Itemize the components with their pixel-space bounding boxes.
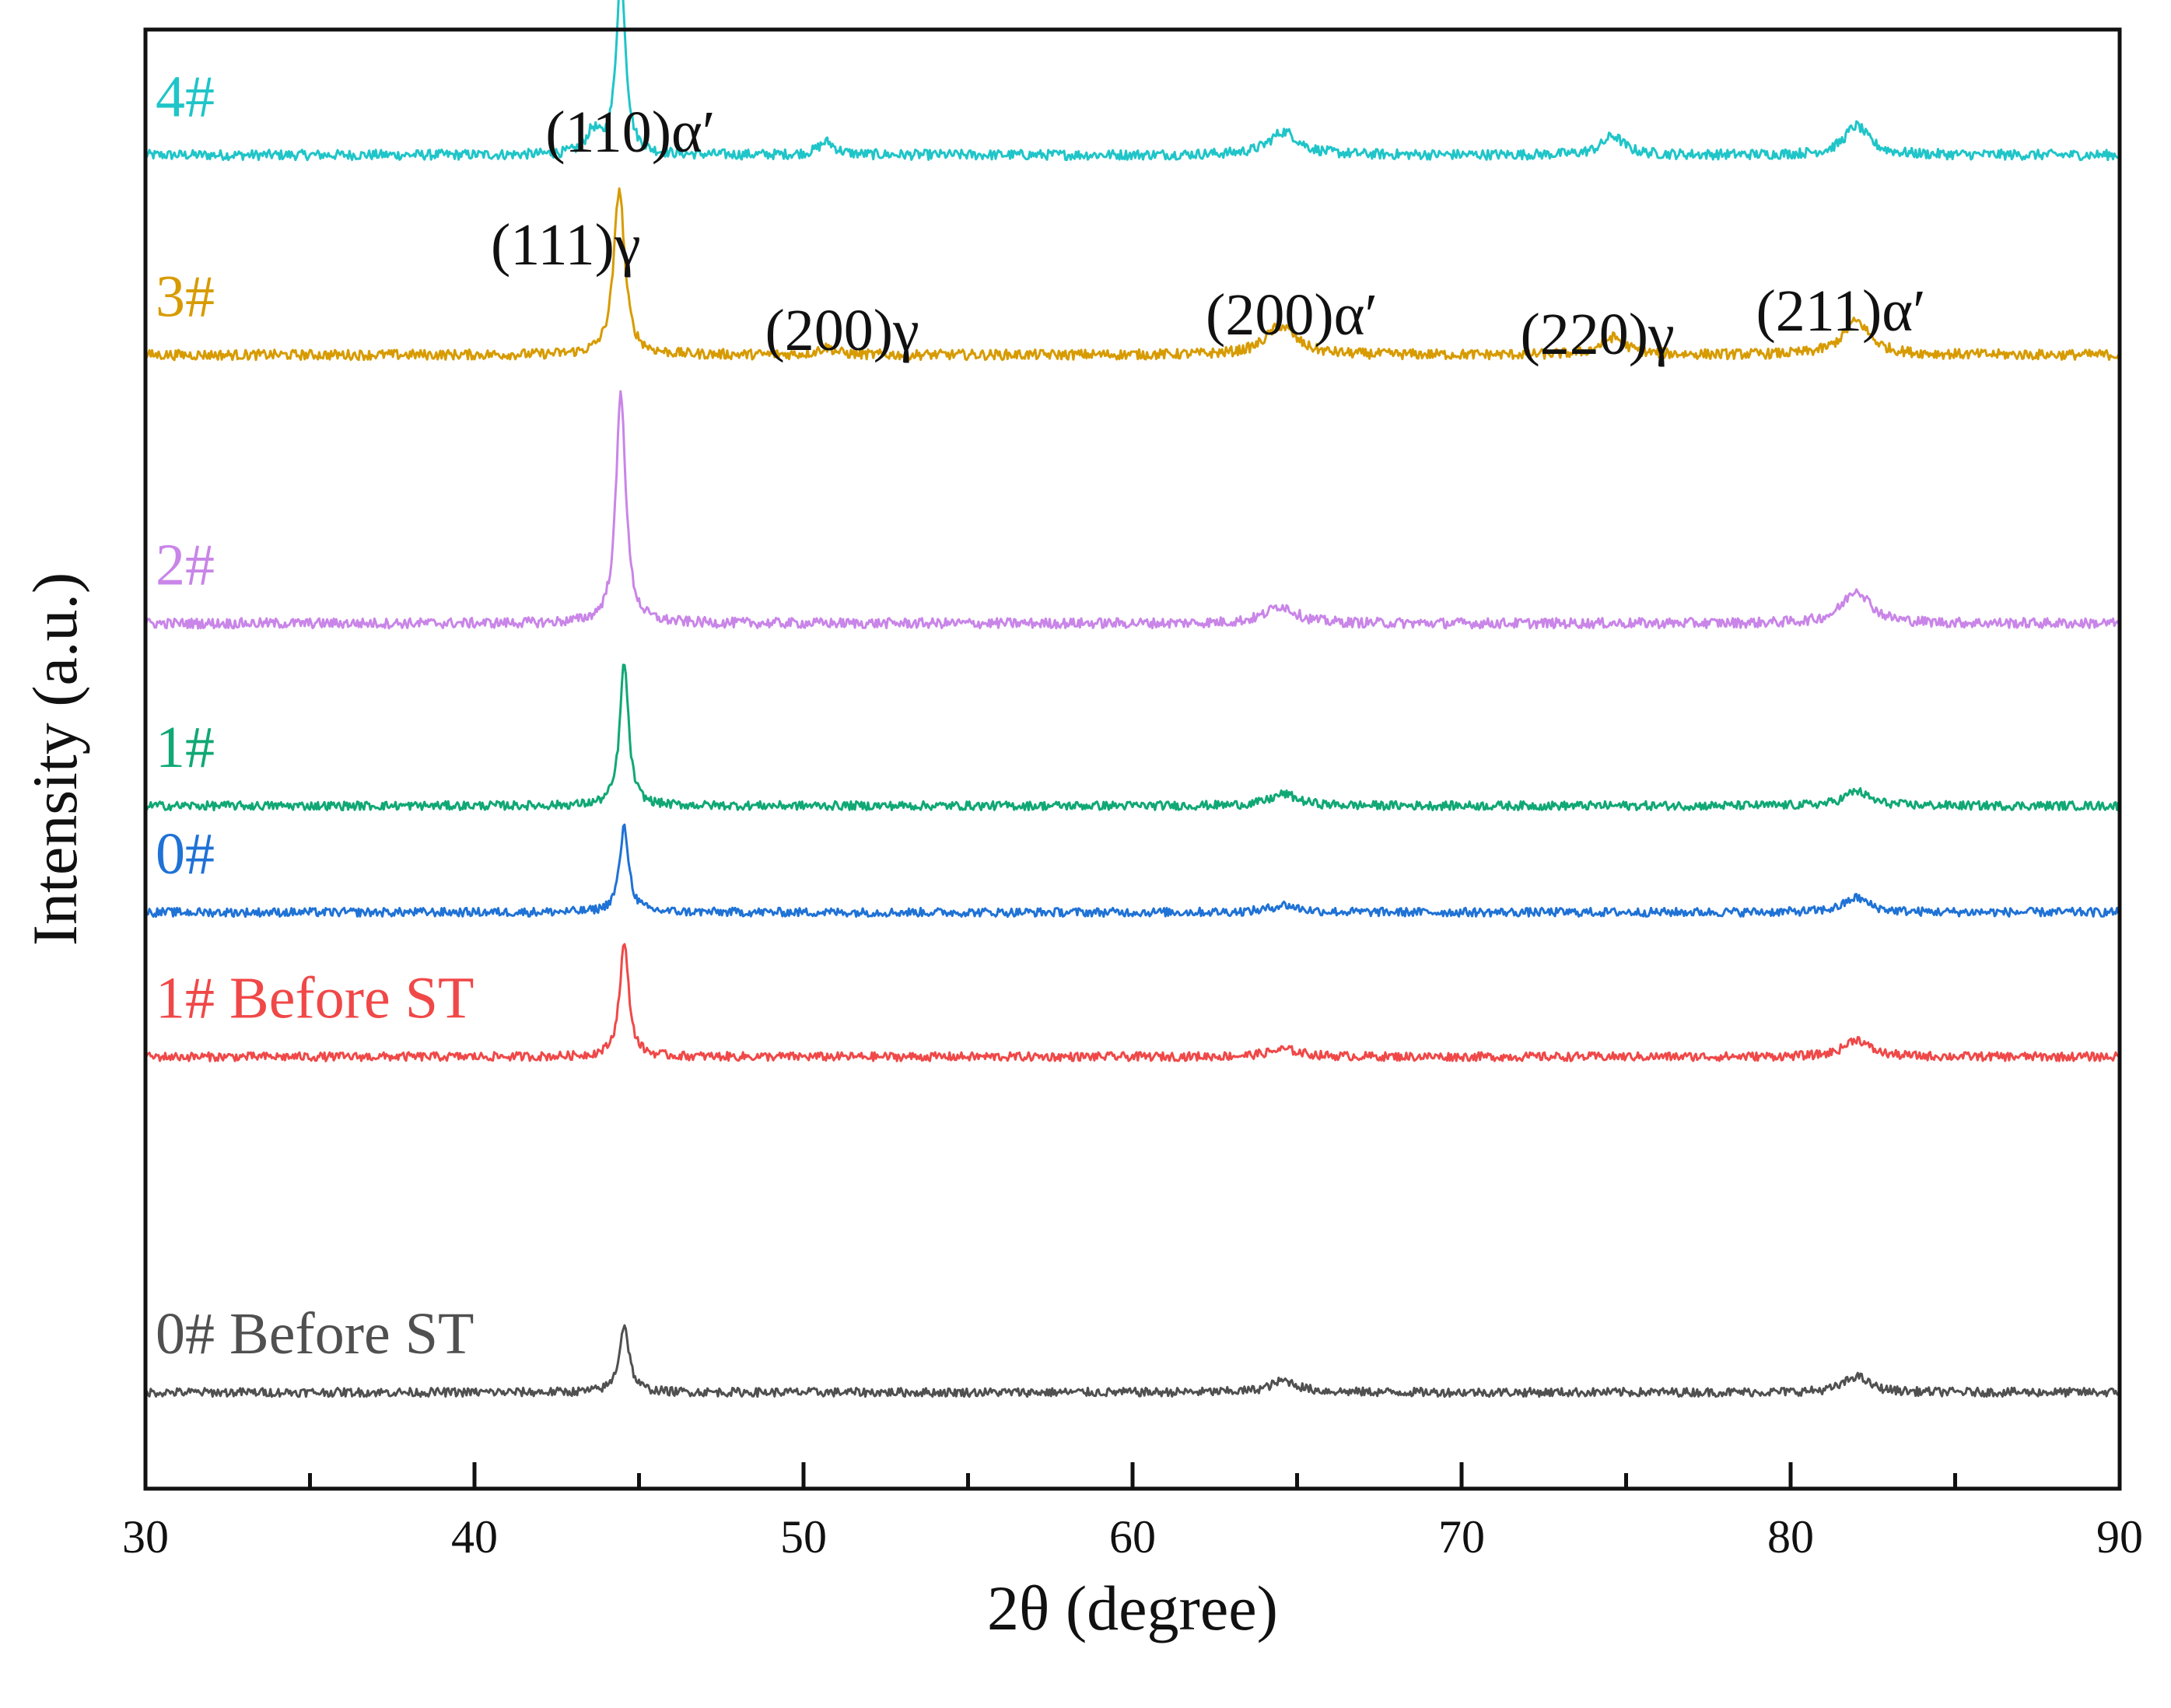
- peak-label-2: (200)γ: [765, 298, 919, 363]
- series-label-6: 0# Before ST: [156, 1301, 474, 1367]
- trace-2: [144, 390, 2121, 630]
- series-label-5: 1# Before ST: [156, 966, 474, 1031]
- x-axis-tick-labels: 30 40 50 60 70 80 90: [122, 1511, 2143, 1563]
- x-axis-ticks: [143, 1462, 2122, 1489]
- x-tick-label-50: 50: [780, 1511, 827, 1563]
- trace-4: [144, 823, 2121, 918]
- x-tick-label-30: 30: [122, 1511, 169, 1563]
- series-labels: 4# 3# 2# 1# 0# 1# Before ST 0# Before ST: [156, 64, 474, 1367]
- x-tick-label-80: 80: [1767, 1511, 1814, 1563]
- trace-1: [144, 187, 2121, 362]
- peak-label-3: (200)α′: [1206, 282, 1378, 348]
- peak-label-5: (211)α′: [1756, 278, 1925, 344]
- x-tick-label-40: 40: [451, 1511, 498, 1563]
- series-label-3: 1#: [156, 715, 215, 780]
- series-label-0: 4#: [156, 64, 215, 129]
- peak-label-4: (220)γ: [1520, 302, 1674, 367]
- peak-label-1: (110)α′: [545, 100, 715, 165]
- trace-5: [144, 943, 2121, 1062]
- trace-3: [144, 663, 2121, 812]
- peak-labels: (111)γ (110)α′ (200)γ (200)α′ (220)γ (211)α′: [491, 100, 1926, 367]
- x-tick-label-90: 90: [2096, 1511, 2143, 1563]
- series-label-1: 3#: [156, 264, 215, 329]
- x-tick-label-60: 60: [1109, 1511, 1156, 1563]
- y-axis-title: Intensity (a.u.): [19, 572, 90, 946]
- peak-label-0: (111)γ: [491, 212, 641, 278]
- series-label-2: 2#: [156, 533, 215, 598]
- x-tick-label-70: 70: [1438, 1511, 1485, 1563]
- trace-6: [144, 1324, 2121, 1398]
- trace-0: [144, 0, 2120, 162]
- plot-frame: [143, 27, 2122, 1491]
- series-traces: [144, 0, 2121, 1398]
- x-axis-title: 2θ (degree): [987, 1573, 1278, 1643]
- series-label-4: 0#: [156, 821, 215, 887]
